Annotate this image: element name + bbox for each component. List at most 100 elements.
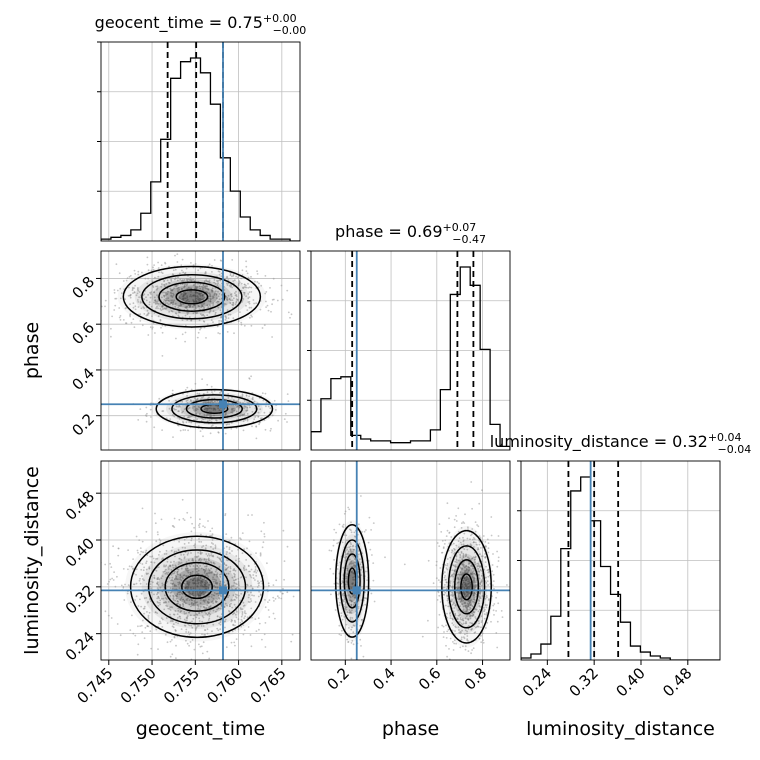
sample-point — [120, 584, 123, 587]
sample-point — [188, 603, 191, 606]
sample-point — [106, 583, 109, 585]
sample-point — [214, 581, 217, 583]
sample-point — [132, 583, 135, 586]
sample-point — [212, 602, 215, 604]
sample-point — [156, 300, 159, 303]
sample-point — [232, 317, 235, 320]
sample-point — [443, 543, 446, 545]
sample-point — [202, 591, 204, 594]
sample-point — [238, 557, 240, 560]
sample-point — [187, 571, 190, 574]
sample-point — [254, 568, 257, 571]
sample-point — [200, 313, 202, 316]
sample-point — [232, 407, 235, 410]
sample-point — [147, 334, 150, 336]
sample-point — [233, 603, 236, 606]
sample-point — [199, 605, 202, 608]
sample-point — [180, 280, 183, 282]
sample-point — [180, 579, 183, 582]
sample-point — [116, 575, 118, 578]
sample-point — [91, 554, 93, 556]
sample-point — [140, 550, 143, 553]
sample-point — [163, 594, 166, 597]
sample-point — [258, 622, 261, 625]
sample-point — [163, 565, 166, 568]
hist-panel-geocent_time: geocent_time = 0.75+0.00 −0.00 — [95, 12, 306, 242]
sample-point — [175, 578, 178, 580]
sample-point — [214, 547, 217, 550]
sample-point — [247, 276, 250, 279]
sample-point — [245, 409, 248, 412]
sample-point — [212, 623, 215, 626]
sample-point — [208, 554, 211, 557]
sample-point — [238, 560, 240, 563]
sample-point — [234, 613, 237, 616]
sample-point — [227, 279, 230, 281]
sample-point — [138, 291, 141, 293]
sample-point — [122, 568, 125, 570]
sample-point — [214, 292, 216, 295]
sample-point — [205, 558, 208, 561]
sample-point — [180, 302, 182, 305]
sample-point — [219, 332, 221, 335]
sample-point — [199, 287, 202, 290]
sample-point — [329, 568, 332, 570]
sample-point — [203, 577, 206, 580]
sample-point — [334, 609, 337, 611]
sample-point — [200, 611, 203, 614]
sample-point — [139, 577, 141, 580]
sample-point — [199, 576, 202, 578]
sample-point — [190, 539, 193, 542]
sample-point — [224, 315, 227, 318]
sample-point — [174, 610, 177, 612]
sample-point — [182, 577, 184, 580]
sample-point — [174, 278, 176, 281]
sample-point — [215, 294, 218, 296]
sample-point — [219, 621, 222, 624]
sample-point — [159, 303, 162, 305]
sample-point — [174, 268, 177, 271]
sample-point — [248, 377, 251, 379]
sample-point — [441, 539, 444, 542]
sample-point — [237, 594, 240, 597]
sample-point — [148, 301, 151, 303]
sample-point — [214, 570, 217, 573]
sample-point — [215, 419, 217, 421]
sample-point — [149, 555, 152, 558]
sample-point — [146, 611, 148, 613]
sample-point — [250, 553, 252, 556]
sample-point — [205, 567, 208, 570]
sample-point — [134, 284, 137, 287]
sample-point — [188, 624, 191, 627]
sample-point — [190, 605, 192, 608]
sample-point — [190, 287, 192, 289]
sample-point — [472, 647, 475, 650]
sample-point — [241, 299, 244, 302]
sample-point — [263, 411, 266, 414]
sample-point — [113, 309, 116, 311]
sample-point — [223, 289, 226, 291]
sample-point — [203, 558, 206, 560]
sample-point — [217, 290, 219, 293]
sample-point — [149, 580, 152, 583]
sample-point — [208, 569, 211, 572]
sample-point — [235, 275, 238, 278]
sample-point — [207, 306, 210, 309]
sample-point — [218, 622, 221, 625]
sample-point — [200, 625, 203, 627]
sample-point — [437, 579, 440, 581]
sample-point — [216, 598, 219, 600]
sample-point — [352, 643, 355, 646]
sample-point — [251, 616, 254, 619]
sample-point — [177, 276, 179, 279]
sample-point — [171, 296, 174, 299]
sample-point — [248, 306, 251, 309]
sample-point — [187, 631, 190, 634]
sample-point — [254, 601, 257, 603]
sample-point — [201, 552, 203, 554]
sample-point — [229, 570, 232, 573]
sample-point — [481, 489, 483, 492]
sample-point — [200, 599, 202, 601]
sample-point — [437, 591, 440, 594]
sample-point — [152, 286, 155, 288]
